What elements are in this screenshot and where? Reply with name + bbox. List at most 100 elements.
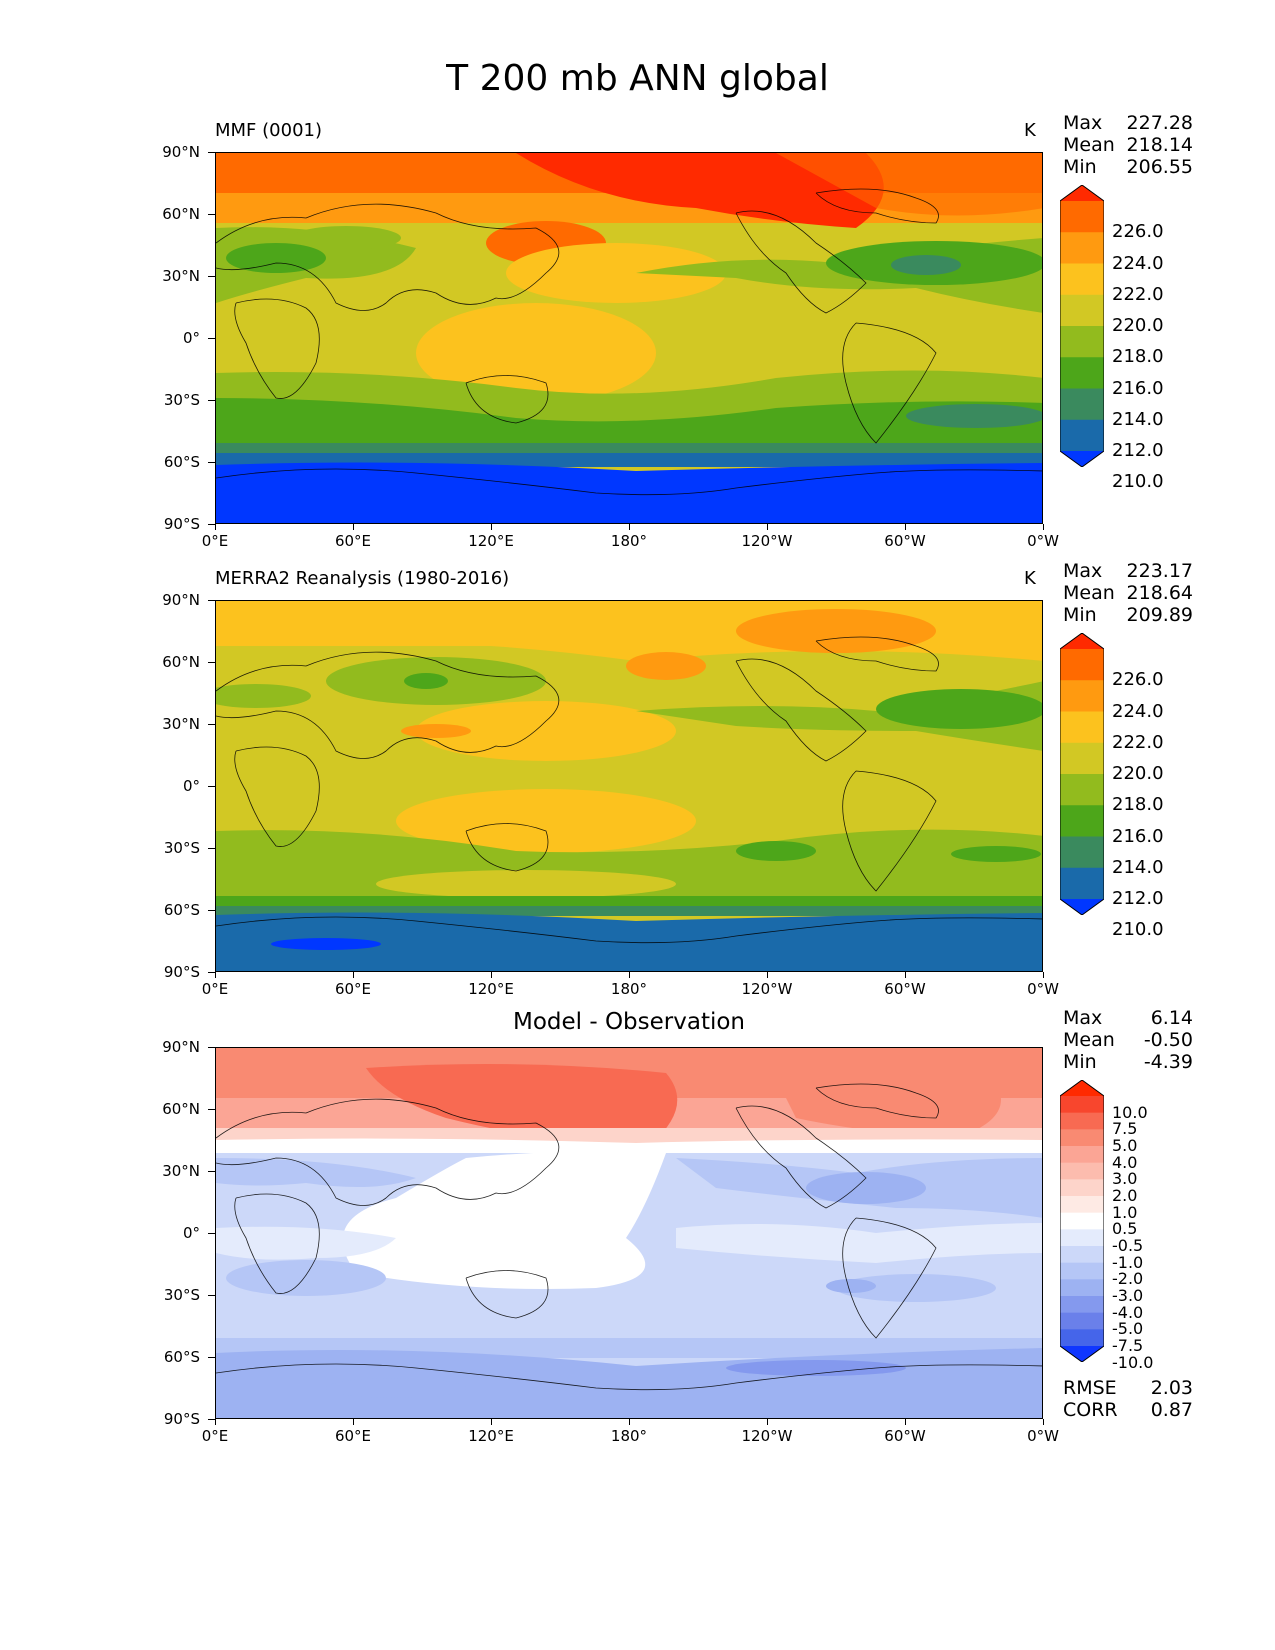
stats-block: Max 227.28 Mean 218.14 Min 206.55 <box>1063 112 1193 178</box>
figure-title: T 200 mb ANN global <box>446 58 829 99</box>
lat-tick-mark <box>208 662 215 663</box>
lon-tick-mark <box>215 524 216 530</box>
lon-tick-label: 120°W <box>741 532 793 550</box>
panel-label: MMF (0001) <box>215 120 322 141</box>
colorbar <box>1060 1080 1104 1362</box>
lon-tick-label: 120°E <box>468 532 514 550</box>
lon-tick-mark <box>1043 1419 1044 1425</box>
lat-tick-mark <box>208 1357 215 1358</box>
colorbar-segment <box>1060 201 1104 233</box>
lat-tick-label: 0° <box>182 777 200 795</box>
lat-tick-label: 90°S <box>163 515 200 533</box>
stat-value: 6.14 <box>1150 1007 1193 1029</box>
lon-tick-label: 0°W <box>1027 980 1059 998</box>
map-field <box>216 601 1042 971</box>
colorbar-segment <box>1060 388 1104 421</box>
panel-label: MERRA2 Reanalysis (1980-2016) <box>215 568 510 589</box>
lat-tick-label: 30°N <box>162 715 200 733</box>
lon-tick-label: 180° <box>610 980 648 998</box>
lon-tick-mark <box>215 972 216 978</box>
colorbar-segment <box>1060 1246 1104 1264</box>
colorbar-segment <box>1060 680 1104 712</box>
lon-tick-label: 180° <box>610 532 648 550</box>
lat-tick-label: 90°S <box>163 963 200 981</box>
lat-tick-label: 0° <box>182 1224 200 1242</box>
colorbar-tick-label: 216.0 <box>1112 825 1164 847</box>
colorbar-segment <box>1060 1196 1104 1214</box>
metric-value: 0.87 <box>1150 1399 1193 1421</box>
colorbar-extend-min <box>1060 1346 1104 1362</box>
lon-tick-mark <box>491 1419 492 1425</box>
lat-tick-mark <box>208 400 215 401</box>
lon-tick-mark <box>353 524 354 530</box>
lon-tick-mark <box>767 1419 768 1425</box>
colorbar-tick-label: -10.0 <box>1112 1352 1154 1372</box>
map-plot <box>215 1047 1043 1419</box>
stat-value: 209.89 <box>1126 604 1193 626</box>
colorbar-tick-label: 10.0 <box>1112 1102 1148 1122</box>
colorbar-tick-label: -3.0 <box>1112 1286 1144 1305</box>
colorbar-tick-label: 224.0 <box>1112 252 1164 274</box>
colorbar-segment <box>1060 1262 1104 1280</box>
lat-tick-mark <box>208 786 215 787</box>
colorbar-tick-label: 214.0 <box>1112 408 1164 430</box>
lon-tick-label: 120°W <box>741 980 793 998</box>
colorbar-tick-label: 5.0 <box>1112 1136 1138 1155</box>
colorbar-tick-label: -5.0 <box>1112 1319 1144 1339</box>
lat-tick-mark <box>208 848 215 849</box>
colorbar-segment <box>1060 867 1104 900</box>
stat-value: 227.28 <box>1126 112 1193 134</box>
colorbar-segment <box>1060 742 1104 775</box>
colorbar-tick-label: 212.0 <box>1112 888 1164 909</box>
metric-label: CORR <box>1063 1399 1118 1421</box>
colorbar-tick-label: 210.0 <box>1112 919 1164 941</box>
colorbar-tick-label: 4.0 <box>1112 1152 1138 1172</box>
lon-tick-label: 60°E <box>334 532 372 550</box>
stat-label: Min <box>1063 1051 1097 1073</box>
colorbar-extend-min <box>1060 451 1104 467</box>
colorbar-segment <box>1060 649 1104 681</box>
colorbar-tick-label: 218.0 <box>1112 794 1164 816</box>
lon-tick-label: 60°W <box>884 1427 926 1445</box>
lat-tick-mark <box>208 1419 215 1420</box>
units-label: K <box>1024 568 1036 589</box>
lon-tick-mark <box>215 1419 216 1425</box>
stats-block: Max 6.14 Mean -0.50 Min -4.39 <box>1063 1007 1193 1073</box>
colorbar-segment <box>1060 263 1104 296</box>
colorbar-extend-max <box>1060 185 1104 201</box>
stat-value: 218.64 <box>1126 582 1193 604</box>
colorbar-tick-label: 226.0 <box>1112 221 1164 243</box>
lat-tick-label: 90°S <box>163 1410 200 1428</box>
lat-tick-mark <box>208 276 215 277</box>
colorbar-segment <box>1060 1279 1104 1297</box>
colorbar-segment <box>1060 711 1104 744</box>
colorbar-segment <box>1060 419 1104 452</box>
stat-label: Max <box>1063 1007 1103 1029</box>
colorbar-tick-label: -1.0 <box>1112 1252 1144 1272</box>
stats-block: Max 223.17 Mean 218.64 Min 209.89 <box>1063 560 1193 626</box>
lon-tick-mark <box>629 524 630 530</box>
lon-tick-label: 0°W <box>1027 1427 1059 1445</box>
colorbar-extend-min <box>1060 899 1104 915</box>
colorbar-tick-label: -0.5 <box>1112 1236 1144 1255</box>
lat-tick-mark <box>208 338 215 339</box>
colorbar-tick-label: 2.0 <box>1112 1186 1138 1205</box>
stat-label: Min <box>1063 156 1097 178</box>
stat-value: 223.17 <box>1126 560 1193 582</box>
stat-value: -4.39 <box>1143 1051 1193 1073</box>
lat-tick-label: 60°N <box>162 205 200 223</box>
map-plot <box>215 152 1043 524</box>
units-label: K <box>1024 120 1036 141</box>
colorbar-segment <box>1060 1229 1104 1247</box>
lon-tick-label: 60°E <box>334 980 372 998</box>
lon-tick-mark <box>905 972 906 978</box>
lat-tick-mark <box>208 1109 215 1110</box>
colorbar-tick-label: 1.0 <box>1112 1202 1138 1222</box>
colorbar-tick-label: 212.0 <box>1112 440 1164 461</box>
colorbar-tick-label: -7.5 <box>1112 1336 1144 1355</box>
lat-tick-mark <box>208 524 215 525</box>
colorbar-tick-label: 222.0 <box>1112 731 1164 753</box>
colorbar-segments <box>1060 185 1104 467</box>
lon-tick-mark <box>767 524 768 530</box>
lat-tick-label: 30°S <box>163 1286 200 1304</box>
